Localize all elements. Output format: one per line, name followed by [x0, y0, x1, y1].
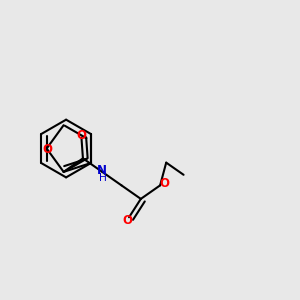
Text: N: N	[97, 164, 106, 178]
Text: O: O	[123, 214, 133, 227]
Text: O: O	[76, 129, 86, 142]
Text: H: H	[99, 173, 107, 183]
Text: O: O	[42, 142, 52, 156]
Text: O: O	[159, 176, 169, 190]
